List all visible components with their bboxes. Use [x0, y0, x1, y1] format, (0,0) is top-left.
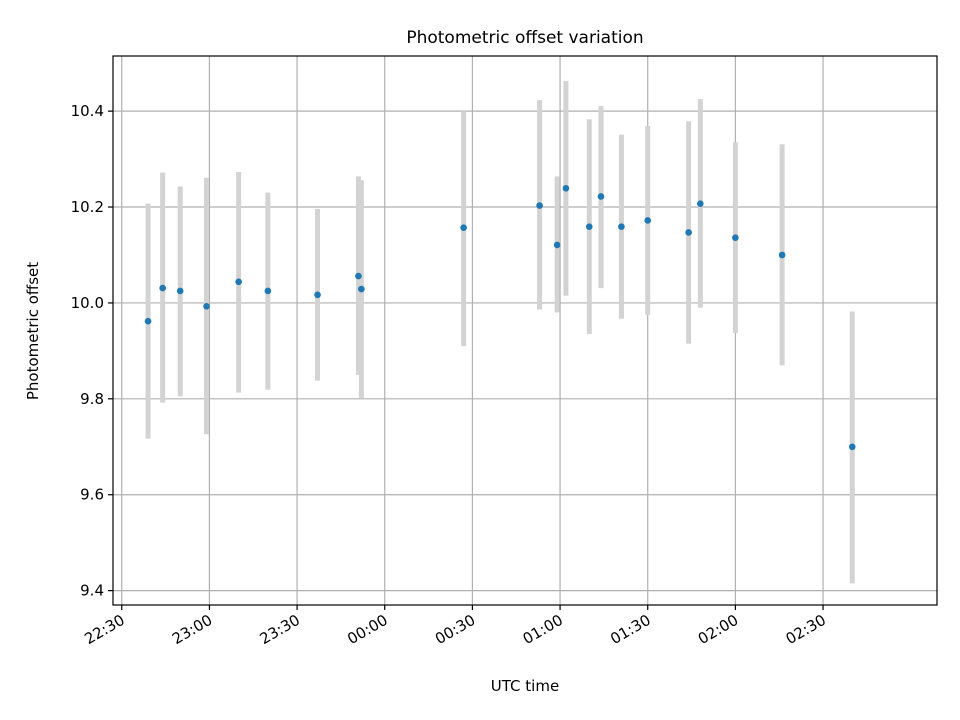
- data-point: [685, 229, 692, 236]
- data-point: [553, 241, 561, 249]
- y-tick-label: 9.8: [80, 390, 104, 408]
- plot-frame: [112, 55, 938, 606]
- x-axis-label: UTC time: [491, 677, 559, 695]
- data-point: [144, 317, 152, 325]
- data-point: [536, 202, 543, 209]
- y-tick-label: 9.6: [80, 486, 104, 504]
- data-point: [778, 251, 786, 259]
- data-point: [264, 287, 272, 295]
- data-point: [314, 291, 321, 299]
- data-point: [732, 234, 739, 242]
- data-point: [355, 272, 362, 280]
- data-point: [358, 285, 365, 293]
- grid: [113, 56, 937, 605]
- y-axis-label: Photometric offset: [24, 262, 42, 400]
- y-tick-label: 9.4: [80, 582, 104, 600]
- data-point: [848, 443, 856, 451]
- data-point: [585, 223, 593, 230]
- data-point: [597, 193, 605, 200]
- data-point: [697, 200, 704, 207]
- y-tick-label: 10.2: [71, 198, 104, 216]
- y-tick-label: 10.4: [71, 102, 104, 120]
- data-point: [159, 284, 166, 292]
- data-point: [644, 217, 652, 224]
- data-point: [618, 223, 625, 230]
- data-point: [176, 287, 184, 295]
- data-points: [144, 185, 856, 451]
- data-point: [203, 302, 210, 310]
- data-point: [235, 278, 242, 286]
- y-tick-label: 10.0: [71, 294, 104, 312]
- data-point: [562, 185, 570, 192]
- chart-title: Photometric offset variation: [406, 28, 643, 48]
- data-point: [460, 224, 467, 231]
- y-axis: 9.4 9.6 9.8 10.0 10.2 10.4: [71, 102, 113, 600]
